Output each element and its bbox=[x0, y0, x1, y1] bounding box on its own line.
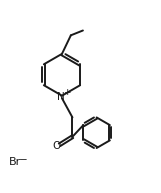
Text: −: − bbox=[19, 155, 28, 165]
Text: N: N bbox=[57, 91, 64, 102]
Text: +: + bbox=[63, 88, 70, 97]
Text: Br: Br bbox=[9, 157, 21, 167]
Text: O: O bbox=[52, 141, 61, 151]
